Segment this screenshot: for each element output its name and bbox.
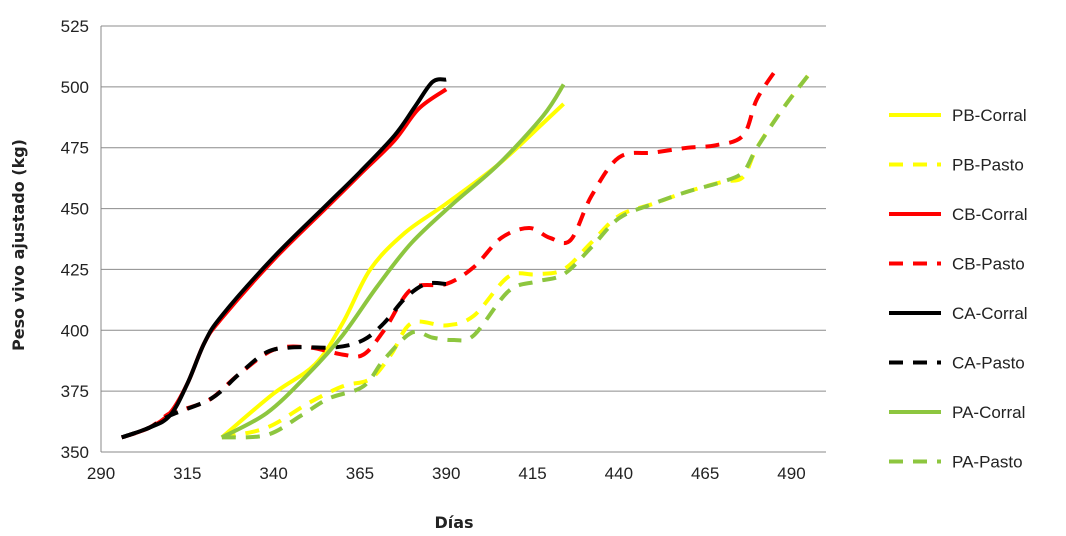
x-tick-label: 440 (605, 464, 633, 483)
y-tick-label: 500 (61, 78, 89, 97)
y-tick-labels: 350 375 400 425 450 475 500 525 (61, 17, 89, 462)
x-tick-label: 465 (691, 464, 719, 483)
series-lines (121, 66, 811, 440)
y-tick-label: 525 (61, 17, 89, 36)
legend: PB-Corral PB-Pasto CB-Corral CB-Pasto CA-Cor… (889, 106, 1028, 472)
series-line-pb-pasto (221, 73, 811, 440)
series-line-pb-corral (220, 102, 565, 439)
gridlines (101, 25, 826, 392)
legend-label-pb-pasto: PB-Pasto (952, 156, 1024, 175)
y-tick-label: 350 (61, 443, 89, 462)
legend-label-pa-pasto: PA-Pasto (952, 453, 1023, 472)
x-tick-label: 340 (259, 464, 287, 483)
y-tick-label: 400 (61, 321, 89, 340)
x-tick-label: 415 (518, 464, 546, 483)
series-line-pa-pasto (221, 73, 811, 440)
series-line-pa-corral (220, 83, 566, 440)
x-tick-label: 315 (173, 464, 201, 483)
legend-label-cb-pasto: CB-Pasto (952, 255, 1025, 274)
legend-label-pa-corral: PA-Corral (952, 403, 1025, 422)
legend-label-ca-corral: CA-Corral (952, 304, 1028, 323)
y-tick-label: 450 (61, 200, 89, 219)
x-tick-label: 365 (346, 464, 374, 483)
y-axis-title: Peso vivo ajustado (kg) (9, 139, 28, 351)
y-tick-label: 425 (61, 260, 89, 279)
x-tick-labels: 290 315 340 365 390 415 440 465 490 (87, 464, 806, 483)
series-line-ca-pasto (121, 280, 447, 440)
series-line-cb-pasto (121, 66, 780, 440)
legend-label-pb-corral: PB-Corral (952, 106, 1027, 125)
legend-label-cb-corral: CB-Corral (952, 205, 1028, 224)
x-tick-label: 290 (87, 464, 115, 483)
x-tick-label: 390 (432, 464, 460, 483)
x-axis-title: Días (434, 513, 473, 532)
x-tick-label: 490 (777, 464, 805, 483)
y-tick-label: 375 (61, 382, 89, 401)
y-tick-label: 475 (61, 139, 89, 158)
legend-label-ca-pasto: CA-Pasto (952, 354, 1025, 373)
